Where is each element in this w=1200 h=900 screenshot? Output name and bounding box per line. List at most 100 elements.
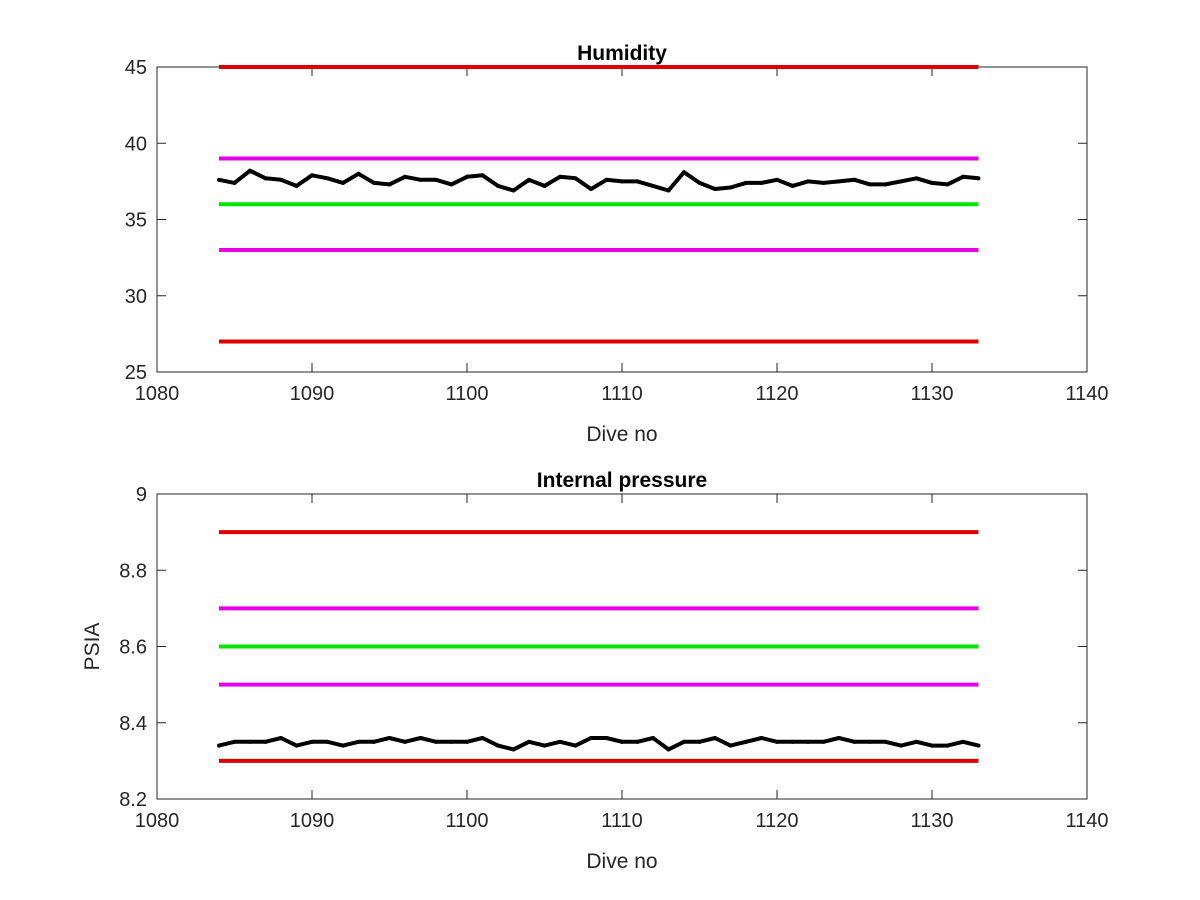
data-point (883, 182, 888, 187)
data-point (945, 743, 950, 748)
chart-title: Humidity (577, 42, 667, 65)
data-point (651, 183, 655, 188)
data-point (356, 171, 361, 176)
data-point (697, 739, 702, 744)
data-point (310, 173, 314, 178)
y-tick-label: 9 (136, 484, 147, 506)
x-axis-label: Dive no (586, 850, 657, 873)
data-point (930, 743, 934, 748)
x-tick-label: 1100 (445, 383, 488, 405)
data-point (775, 177, 779, 182)
data-point (527, 739, 531, 744)
data-point (387, 736, 392, 740)
x-tick-label: 1110 (601, 810, 643, 832)
data-point (666, 188, 671, 193)
data-point (604, 736, 609, 740)
data-point (542, 183, 547, 188)
data-point (961, 174, 965, 179)
data-point (837, 736, 841, 740)
data-point (682, 739, 686, 744)
data-point (217, 743, 221, 748)
data-point (496, 183, 500, 188)
data-point (790, 739, 795, 744)
data-point (728, 185, 733, 190)
y-tick-label: 35 (125, 210, 147, 232)
data-point (821, 739, 826, 744)
data-point (852, 177, 857, 182)
data-point (744, 739, 748, 744)
data-point (263, 176, 268, 181)
data-point (511, 747, 516, 752)
x-tick-label: 1090 (290, 383, 335, 405)
y-tick-label: 45 (125, 57, 147, 79)
x-tick-label: 1130 (910, 383, 953, 405)
data-point (573, 176, 578, 181)
data-point (635, 179, 640, 184)
data-point (542, 743, 547, 748)
data-point (434, 739, 438, 744)
data-point (713, 736, 717, 740)
y-tick-label: 40 (125, 133, 147, 155)
series-line (218, 736, 979, 752)
data-point (248, 168, 252, 173)
data-point (449, 739, 454, 744)
data-point (418, 177, 423, 182)
x-axis-label: Dive no (586, 423, 657, 446)
data-point (496, 743, 500, 748)
subplot-1: 1080 1090 1100 1110 1120 1130 1140 25 30 35 40 45 Hu… (125, 42, 1109, 446)
data-point (480, 736, 485, 740)
chart-title: Internal pressure (537, 469, 707, 492)
y-tick-label: 30 (125, 286, 147, 308)
data-point (294, 743, 299, 748)
x-tick-label: 1110 (601, 383, 643, 405)
data-point (279, 177, 283, 182)
data-point (279, 736, 283, 740)
y-axis-label: PSIA (81, 623, 104, 671)
data-point (372, 739, 376, 744)
data-point (232, 739, 237, 744)
data-point (961, 739, 965, 744)
y-tick-label: 8.6 (119, 637, 147, 659)
x-tick-label: 1130 (910, 810, 953, 832)
data-point (976, 743, 981, 748)
data-point (403, 174, 407, 179)
data-point (589, 187, 593, 191)
data-point (620, 739, 624, 744)
data-point (511, 188, 516, 193)
data-point (806, 179, 810, 184)
data-point (620, 179, 624, 184)
data-point (604, 177, 609, 182)
data-point (914, 176, 919, 181)
data-point (589, 736, 593, 740)
data-point (852, 739, 857, 744)
data-point (744, 180, 748, 185)
data-point (697, 180, 702, 185)
subplot-2: 1080 1090 1100 1110 1120 1130 1140 8.2 8.4 8.6 8.8… (81, 469, 1109, 873)
data-point (713, 187, 717, 191)
data-point (325, 176, 330, 181)
data-point (325, 739, 330, 744)
data-point (434, 177, 438, 182)
data-point (341, 743, 345, 748)
data-point (868, 182, 872, 187)
x-tick-label: 1090 (290, 810, 335, 832)
data-point (899, 743, 903, 748)
data-point (682, 170, 686, 175)
data-point (914, 739, 919, 744)
x-tick-label: 1140 (1065, 810, 1108, 832)
x-tick-label: 1080 (135, 810, 180, 832)
data-point (930, 180, 934, 185)
x-tick-label: 1140 (1065, 383, 1108, 405)
data-point (217, 177, 221, 182)
y-tick-label: 8.8 (119, 560, 147, 582)
data-point (294, 183, 299, 188)
data-point (372, 180, 376, 185)
data-point (790, 183, 795, 188)
data-point (976, 176, 981, 181)
data-point (775, 739, 779, 744)
y-tick-label: 8.2 (119, 789, 147, 811)
data-point (449, 182, 454, 187)
data-point (651, 736, 655, 740)
data-point (945, 182, 950, 187)
